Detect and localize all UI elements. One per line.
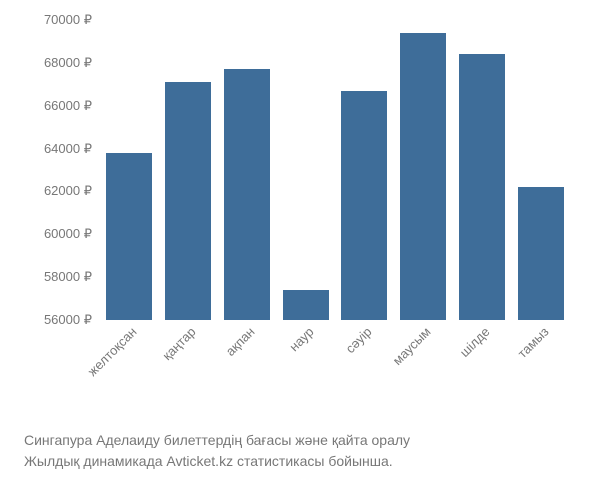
x-tick: тамыз bbox=[514, 324, 551, 361]
bar-slot bbox=[394, 20, 453, 320]
bar bbox=[224, 69, 270, 320]
bars-container bbox=[100, 20, 570, 320]
bar-slot bbox=[276, 20, 335, 320]
x-tick: маусым bbox=[390, 324, 434, 368]
caption-line-1: Сингапура Аделаиду билеттердің бағасы жә… bbox=[24, 430, 576, 451]
bar bbox=[165, 82, 211, 320]
bar bbox=[283, 290, 329, 320]
x-tick: ақпан bbox=[223, 324, 258, 359]
bar bbox=[400, 33, 446, 320]
y-axis: 56000 ₽58000 ₽60000 ₽62000 ₽64000 ₽66000… bbox=[20, 20, 100, 320]
x-labels: желтоқсанқаңтарақпаннаурсәуірмаусымшілде… bbox=[100, 320, 570, 400]
bar bbox=[518, 187, 564, 320]
bar bbox=[341, 91, 387, 320]
y-tick: 56000 ₽ bbox=[44, 312, 92, 328]
y-tick: 70000 ₽ bbox=[44, 12, 92, 28]
plot-area bbox=[100, 20, 570, 320]
bar-slot bbox=[453, 20, 512, 320]
x-tick: желтоқсан bbox=[85, 324, 140, 379]
bar-slot bbox=[100, 20, 159, 320]
y-tick: 62000 ₽ bbox=[44, 183, 92, 199]
x-tick: наур bbox=[286, 324, 316, 354]
bar-slot bbox=[218, 20, 277, 320]
y-tick: 66000 ₽ bbox=[44, 98, 92, 114]
y-tick: 64000 ₽ bbox=[44, 141, 92, 157]
y-tick: 58000 ₽ bbox=[44, 269, 92, 285]
bar-slot bbox=[159, 20, 218, 320]
chart-caption: Сингапура Аделаиду билеттердің бағасы жә… bbox=[24, 430, 576, 472]
price-chart: 56000 ₽ 58000 ₽ 60000 ₽ 62000 ₽ 64000 ₽ 66000… bbox=[20, 20, 580, 400]
y-tick: 68000 ₽ bbox=[44, 55, 92, 71]
y-tick: 60000 ₽ bbox=[44, 226, 92, 242]
x-tick: сәуір bbox=[343, 324, 375, 356]
x-axis: желтоқсанқаңтарақпаннаурсәуірмаусымшілде… bbox=[100, 320, 570, 400]
bar bbox=[459, 54, 505, 320]
x-tick: қаңтар bbox=[160, 324, 199, 363]
x-tick: шілде bbox=[457, 324, 493, 360]
bar bbox=[106, 153, 152, 320]
bar-slot bbox=[511, 20, 570, 320]
bar-slot bbox=[335, 20, 394, 320]
caption-line-2: Жылдық динамикада Avticket.kz статистика… bbox=[24, 451, 576, 472]
